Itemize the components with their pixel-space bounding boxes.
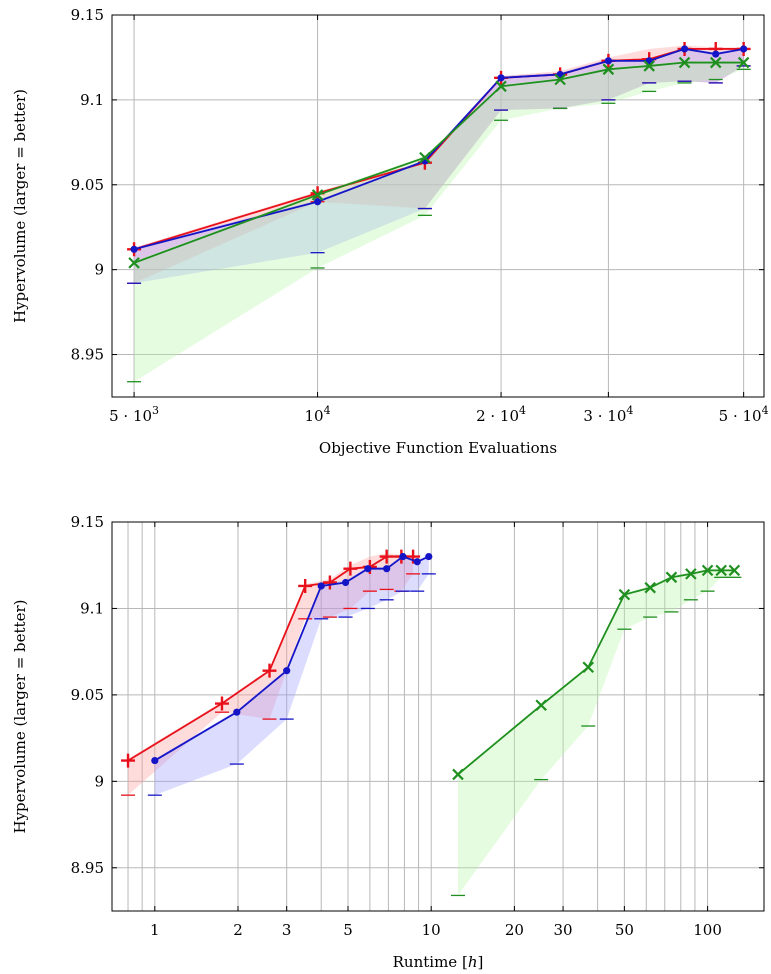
green-marker	[419, 151, 431, 164]
blue-marker	[283, 667, 291, 675]
green-series-line	[457, 569, 735, 776]
y-tick-label: 8.95	[71, 859, 104, 877]
red-marker	[379, 549, 394, 564]
green-marker	[678, 56, 691, 69]
blue-range-band	[154, 554, 429, 796]
blue-marker	[151, 756, 159, 765]
red-marker	[262, 663, 277, 678]
green-marker	[715, 564, 727, 577]
x-tick-label: 104	[305, 404, 331, 425]
red-marker	[121, 753, 136, 768]
green-marker	[685, 568, 697, 580]
y-tick-label: 9.15	[71, 513, 104, 531]
x-tick-label: 2 · 104	[476, 404, 526, 425]
blue-marker	[364, 565, 372, 573]
x-tick-label: 3	[282, 921, 292, 939]
blue-series-line	[154, 555, 430, 762]
red-series-line	[127, 555, 414, 762]
blue-marker	[383, 565, 391, 573]
green-marker	[665, 571, 678, 584]
blue-marker	[604, 57, 612, 65]
blue-marker	[712, 50, 720, 58]
blue-marker	[497, 74, 505, 82]
green-marker	[709, 56, 722, 69]
blue-marker	[317, 582, 325, 590]
red-range-band	[134, 45, 744, 284]
y-tick-label: 9.05	[71, 686, 104, 704]
chart-1: 5 · 103 104 2 · 104 3 · 104 5 · 104 8.95 9 9.05…	[11, 6, 769, 457]
red-marker	[343, 561, 358, 576]
red-marker	[322, 575, 337, 590]
y-tick-label: 9	[94, 772, 104, 790]
chart-2: 1 2 3 5 10 20 30 50 100 8.95 9 9.05 9.1 9.15 Runtime […	[11, 513, 765, 971]
x-tick-label: 10	[422, 921, 441, 939]
x-tick-label: 100	[693, 921, 722, 939]
green-marker	[701, 564, 714, 577]
y-tick-label: 9.1	[80, 91, 104, 109]
green-marker	[643, 60, 655, 72]
blue-marker	[130, 245, 138, 253]
blue-marker	[425, 552, 433, 561]
x-tick-label: 50	[615, 921, 634, 939]
y-tick-label: 9.1	[80, 599, 104, 617]
x-tick-label: 30	[554, 921, 573, 939]
blue-marker	[740, 45, 748, 53]
red-marker	[298, 578, 313, 593]
green-marker	[535, 699, 547, 712]
green-marker	[644, 581, 656, 594]
y-tick-label: 8.95	[71, 346, 104, 364]
plot-frame	[111, 14, 765, 398]
red-marker	[406, 549, 421, 564]
plot-frame	[111, 521, 765, 912]
green-marker	[582, 661, 595, 674]
x-tick-label: 20	[505, 921, 524, 939]
green-marker	[452, 768, 464, 781]
x-tick-label: 3 · 104	[583, 404, 633, 425]
x-tick-label: 5 · 103	[109, 404, 159, 425]
blue-range-band	[134, 47, 744, 284]
green-range-band	[457, 568, 735, 896]
green-marker	[311, 189, 324, 201]
red-marker	[214, 696, 229, 711]
blue-marker	[341, 578, 350, 587]
green-marker	[554, 73, 566, 86]
green-marker	[737, 56, 750, 69]
blue-marker	[313, 198, 322, 206]
blue-marker	[399, 552, 407, 561]
y-tick-label: 9.15	[71, 6, 104, 24]
green-marker	[495, 80, 507, 93]
green-range-band	[134, 60, 744, 382]
y-tick-label: 9	[94, 261, 104, 279]
y-tick-label: 9.05	[71, 176, 104, 194]
blue-marker	[233, 708, 241, 716]
blue-marker	[413, 558, 421, 566]
x-tick-label: 2	[233, 921, 243, 939]
x-axis-title: Runtime [h]	[393, 953, 484, 971]
blue-series-line	[133, 48, 744, 251]
x-tick-label: 5 · 104	[719, 404, 769, 425]
green-marker	[602, 63, 615, 76]
x-tick-label: 5	[343, 921, 353, 939]
x-tick-label: 1	[150, 921, 160, 939]
green-marker	[728, 564, 741, 577]
x-axis-title: Objective Function Evaluations	[319, 439, 557, 457]
green-series-line	[133, 61, 744, 264]
green-marker	[618, 588, 631, 601]
blue-marker	[680, 45, 689, 53]
y-axis-title: Hypervolume (larger = better)	[11, 89, 29, 323]
y-axis-title: Hypervolume (larger = better)	[11, 600, 29, 834]
green-marker	[128, 257, 140, 269]
